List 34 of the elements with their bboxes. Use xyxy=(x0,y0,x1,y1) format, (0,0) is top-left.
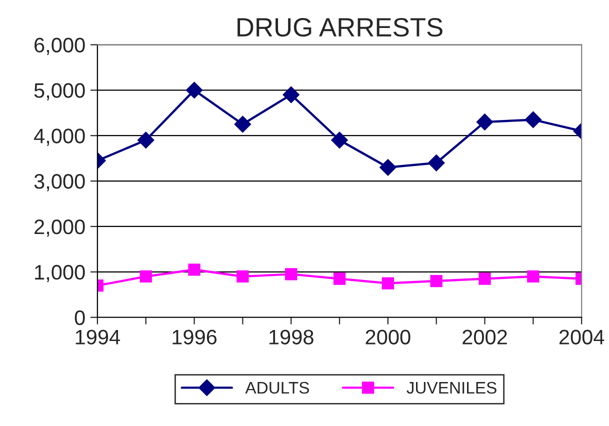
point xyxy=(527,270,540,283)
point xyxy=(331,132,348,149)
legend-label: ADULTS xyxy=(245,382,309,394)
point xyxy=(478,272,491,285)
y-tick-label: 2,000 xyxy=(34,219,85,237)
point xyxy=(524,111,542,128)
x-tick-label: 2000 xyxy=(366,330,410,344)
x-tick-label: 2002 xyxy=(462,330,507,344)
point xyxy=(380,159,396,176)
x-tick-label: 2004 xyxy=(559,330,604,344)
y-tick-label: 3,000 xyxy=(34,174,85,192)
chart-title: DRUG ARRESTS xyxy=(238,18,442,37)
point xyxy=(282,86,300,104)
x-tick-label: 1998 xyxy=(270,330,314,344)
point xyxy=(137,132,154,149)
y-tick-label: 1,000 xyxy=(35,264,85,282)
point xyxy=(188,264,200,276)
point xyxy=(236,270,249,283)
point xyxy=(476,114,494,130)
point xyxy=(382,277,394,290)
x-tick-label: 1996 xyxy=(172,330,217,344)
x-tick-label: 1994 xyxy=(76,330,120,344)
y-tick-label: 4,000 xyxy=(34,128,85,146)
legend-label: JUVENILES xyxy=(406,382,496,394)
point xyxy=(186,82,203,99)
y-tick-label: 0 xyxy=(74,310,85,326)
point xyxy=(285,268,298,280)
y-tick-label: 6,000 xyxy=(34,38,85,55)
point xyxy=(428,154,445,172)
point xyxy=(234,116,252,133)
point xyxy=(333,272,346,285)
point xyxy=(140,270,152,283)
y-tick-label: 5,000 xyxy=(34,83,85,100)
point xyxy=(430,274,442,288)
